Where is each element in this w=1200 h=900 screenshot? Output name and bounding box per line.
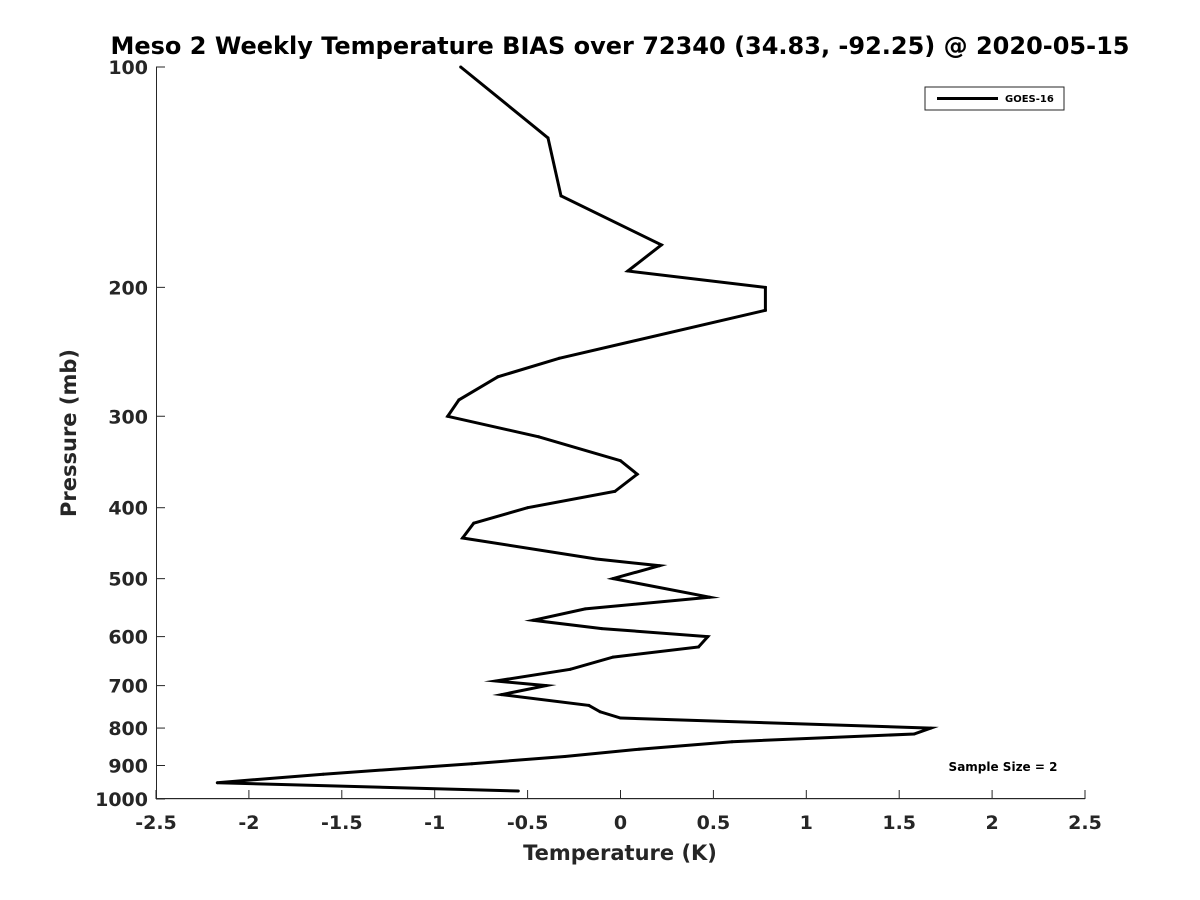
data-point — [611, 655, 615, 659]
y-tick-label: 200 — [108, 277, 148, 299]
x-tick-label: -0.5 — [507, 812, 549, 834]
legend[interactable]: GOES-16 — [924, 86, 1065, 111]
y-tick-label: 800 — [108, 718, 148, 740]
x-tick-label: -1.5 — [321, 812, 363, 834]
data-point — [457, 398, 461, 402]
series-line-goes-16 — [217, 65, 939, 793]
data-point — [470, 762, 474, 766]
x-tick-label: 2.5 — [1068, 812, 1102, 834]
data-point — [697, 645, 700, 649]
data-point — [598, 710, 602, 714]
x-tick-label: 2 — [985, 812, 998, 834]
series-layer — [215, 65, 939, 793]
data-point — [496, 375, 500, 379]
data-point — [600, 627, 604, 631]
data-point — [472, 521, 476, 525]
y-tick-label: 100 — [108, 57, 148, 79]
data-point — [626, 269, 630, 273]
legend-label-goes-16: GOES-16 — [1005, 94, 1054, 105]
x-tick-label: 1.5 — [882, 812, 916, 834]
y-tick-label: 600 — [108, 627, 148, 649]
data-point — [546, 136, 550, 140]
data-point — [763, 285, 767, 289]
data-point — [537, 435, 541, 439]
data-point — [321, 772, 325, 776]
data-point — [544, 684, 548, 688]
y-tick-label: 700 — [108, 676, 148, 698]
data-point — [611, 577, 615, 581]
data-point — [526, 506, 530, 510]
data-point — [531, 618, 535, 622]
data-point — [635, 472, 639, 476]
data-point — [500, 693, 504, 697]
data-point — [516, 789, 520, 793]
data-point — [912, 732, 916, 736]
y-tick-label: 300 — [108, 406, 148, 428]
data-point — [583, 607, 587, 611]
x-tick-label: -2 — [238, 812, 259, 834]
data-point — [459, 65, 463, 69]
data-point — [563, 755, 567, 758]
data-point — [559, 194, 563, 198]
x-tick-label: 1 — [800, 812, 813, 834]
x-tick-label: -1 — [424, 812, 445, 834]
data-point — [659, 243, 663, 247]
plot-background — [156, 67, 1085, 799]
data-point — [557, 356, 561, 360]
x-tick-label: 0.5 — [697, 812, 731, 834]
plot-frame-left — [156, 67, 157, 799]
data-point — [763, 308, 767, 312]
data-point — [730, 740, 734, 744]
x-tick-label: -2.5 — [135, 812, 177, 834]
chart-title: Meso 2 Weekly Temperature BIAS over 7234… — [110, 32, 1129, 60]
x-tick-label: 0 — [614, 812, 627, 834]
y-axis: 100 200 300 400 500 600 700 800 900 1000 — [95, 57, 165, 811]
data-point — [706, 635, 710, 639]
data-point — [613, 489, 617, 493]
data-point — [708, 595, 712, 599]
data-point — [494, 679, 498, 683]
data-point — [929, 726, 933, 730]
data-point — [568, 667, 572, 671]
y-tick-label: 900 — [108, 756, 148, 778]
x-axis: -2.5 -2 -1.5 -1 -0.5 0 0.5 1 1.5 2 2.5 — [135, 790, 1102, 834]
data-point — [461, 536, 465, 540]
y-tick-label: 1000 — [95, 789, 148, 811]
data-point — [587, 703, 591, 707]
y-tick-label: 500 — [108, 569, 148, 591]
data-point — [619, 459, 622, 463]
data-point — [215, 781, 219, 785]
y-axis-label: Pressure (mb) — [57, 349, 81, 517]
x-axis-label: Temperature (K) — [523, 841, 717, 865]
data-point — [619, 716, 622, 720]
data-point — [658, 564, 661, 568]
data-point — [446, 414, 450, 418]
y-tick-label: 400 — [108, 498, 148, 520]
sample-size-annotation: Sample Size = 2 — [949, 760, 1058, 774]
data-point — [594, 557, 598, 561]
data-point — [637, 747, 641, 751]
